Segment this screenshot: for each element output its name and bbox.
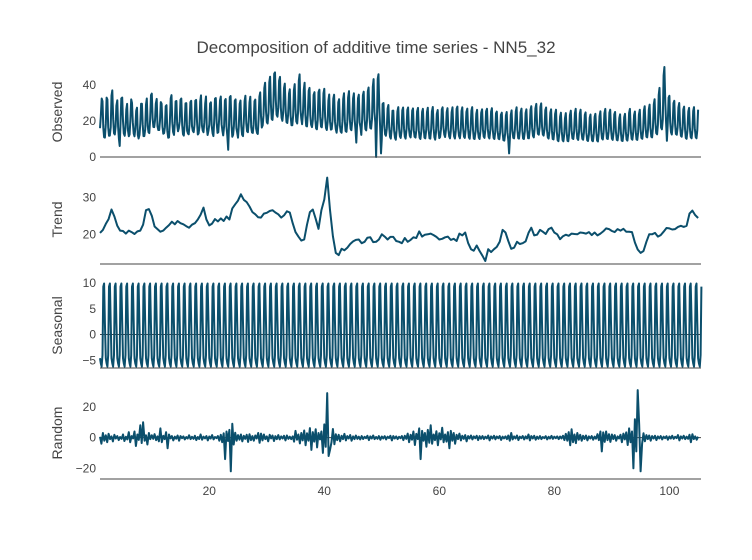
ylabel-observed: Observed	[49, 82, 65, 143]
ytick-random-0: −20	[76, 461, 97, 475]
ytick-random-2: 20	[83, 400, 97, 414]
ytick-observed-0: 0	[89, 150, 96, 164]
series-line-random	[99, 389, 700, 473]
xtick-2: 60	[433, 484, 447, 498]
ytick-trend-1: 30	[83, 190, 97, 204]
series-line-trend	[99, 176, 699, 262]
xtick-3: 80	[548, 484, 562, 498]
ytick-seasonal-3: 10	[83, 276, 97, 290]
panel-random: Random −20 0 20	[49, 389, 701, 480]
xtick-1: 40	[318, 484, 332, 498]
xtick-0: 20	[203, 484, 217, 498]
panels: Observed 0 20 40 Trend 20 30 Seasonal −5 0 5 10 Rand…	[49, 66, 703, 498]
xtick-4: 100	[659, 484, 679, 498]
ylabel-random: Random	[49, 407, 65, 460]
panel-trend: Trend 20 30	[49, 176, 701, 265]
ytick-observed-1: 20	[83, 114, 97, 128]
panel-seasonal: Seasonal −5 0 5 10	[49, 276, 703, 369]
ytick-observed-2: 40	[83, 78, 97, 92]
ytick-seasonal-2: 5	[89, 302, 96, 316]
series-line-observed	[99, 66, 700, 158]
series-line-seasonal	[99, 282, 703, 368]
ytick-trend-0: 20	[83, 227, 97, 241]
ylabel-seasonal: Seasonal	[49, 296, 65, 354]
ytick-random-1: 0	[89, 431, 96, 445]
chart-title: Decomposition of additive time series - …	[196, 38, 555, 57]
ylabel-trend: Trend	[49, 201, 65, 237]
ytick-seasonal-1: 0	[89, 328, 96, 342]
panel-observed: Observed 0 20 40	[49, 66, 701, 164]
ytick-seasonal-0: −5	[82, 353, 96, 367]
